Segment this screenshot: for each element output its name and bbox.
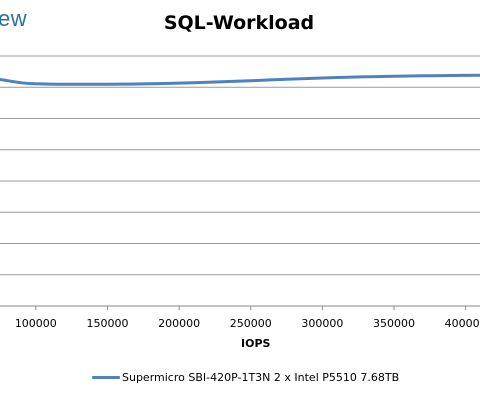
series-layer: [0, 73, 480, 86]
legend: Supermicro SBI-420P-1T3N 2 x Intel P5510…: [92, 371, 399, 384]
chart-title: SQL-Workload: [0, 12, 480, 34]
x-tick-label: 150000: [86, 317, 128, 330]
logo-text: ew: [0, 6, 28, 31]
x-tick-label: 250000: [230, 317, 272, 330]
legend-swatch: [92, 376, 120, 379]
gridlines: [0, 55, 480, 307]
x-axis-label: IOPS: [241, 337, 271, 350]
x-tick-label: 400000: [445, 317, 480, 330]
legend-entry-label: Supermicro SBI-420P-1T3N 2 x Intel P5510…: [122, 371, 400, 384]
series-line: [0, 73, 480, 86]
x-tick-label: 200000: [158, 317, 200, 330]
x-axis-tick-labels: 100000 150000 200000 250000 300000 350000 4000…: [15, 306, 480, 330]
x-tick-label: 300000: [301, 317, 343, 330]
x-tick-label: 100000: [15, 317, 57, 330]
chart-title-text: SQL-Workload: [163, 12, 315, 34]
x-tick-label: 350000: [373, 317, 415, 330]
